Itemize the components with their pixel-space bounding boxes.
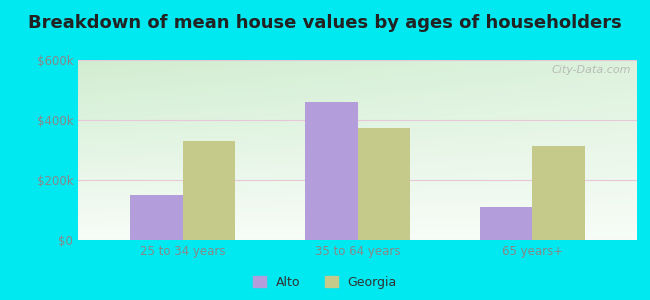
Bar <box>131 195 183 240</box>
Bar <box>532 146 584 240</box>
Bar <box>305 102 358 240</box>
Bar <box>358 128 410 240</box>
Text: Breakdown of mean house values by ages of householders: Breakdown of mean house values by ages o… <box>28 14 622 32</box>
Bar <box>480 207 532 240</box>
Text: City-Data.com: City-Data.com <box>552 65 631 75</box>
Legend: Alto, Georgia: Alto, Georgia <box>248 271 402 294</box>
Bar <box>183 141 235 240</box>
